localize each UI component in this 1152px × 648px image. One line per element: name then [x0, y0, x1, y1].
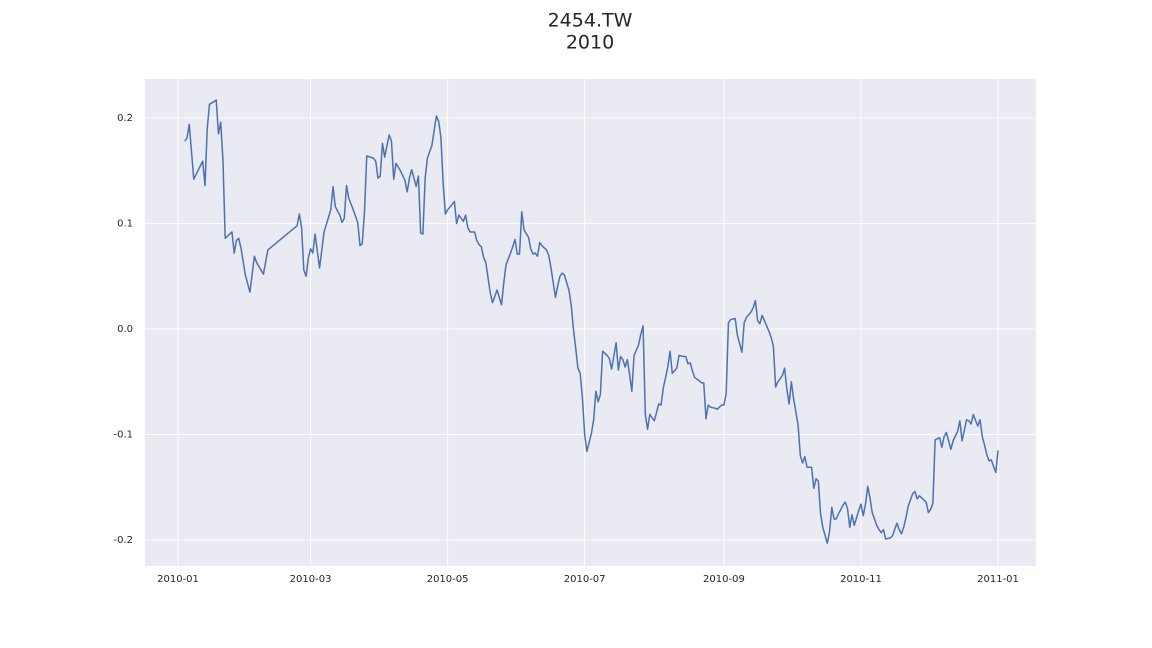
y-tick-label: 0.1	[117, 219, 133, 230]
y-tick-label: 0.0	[117, 324, 133, 335]
plot-area	[145, 79, 1036, 566]
y-tick-label: -0.1	[113, 430, 133, 441]
x-tick-label: 2010-11	[840, 574, 882, 585]
y-tick-label: 0.2	[117, 113, 133, 124]
line-series	[184, 99, 999, 544]
x-tick-label: 2010-09	[703, 574, 745, 585]
x-tick-label: 2010-03	[290, 574, 332, 585]
chart-subtitle: 2010	[566, 32, 614, 54]
x-tick-label: 2011-01	[977, 574, 1019, 585]
x-tick-label: 2010-07	[564, 574, 606, 585]
x-tick-label: 2010-05	[427, 574, 469, 585]
y-tick-label: -0.2	[113, 535, 133, 546]
x-tick-label: 2010-01	[157, 574, 199, 585]
chart-title: 2454.TW	[548, 10, 633, 32]
